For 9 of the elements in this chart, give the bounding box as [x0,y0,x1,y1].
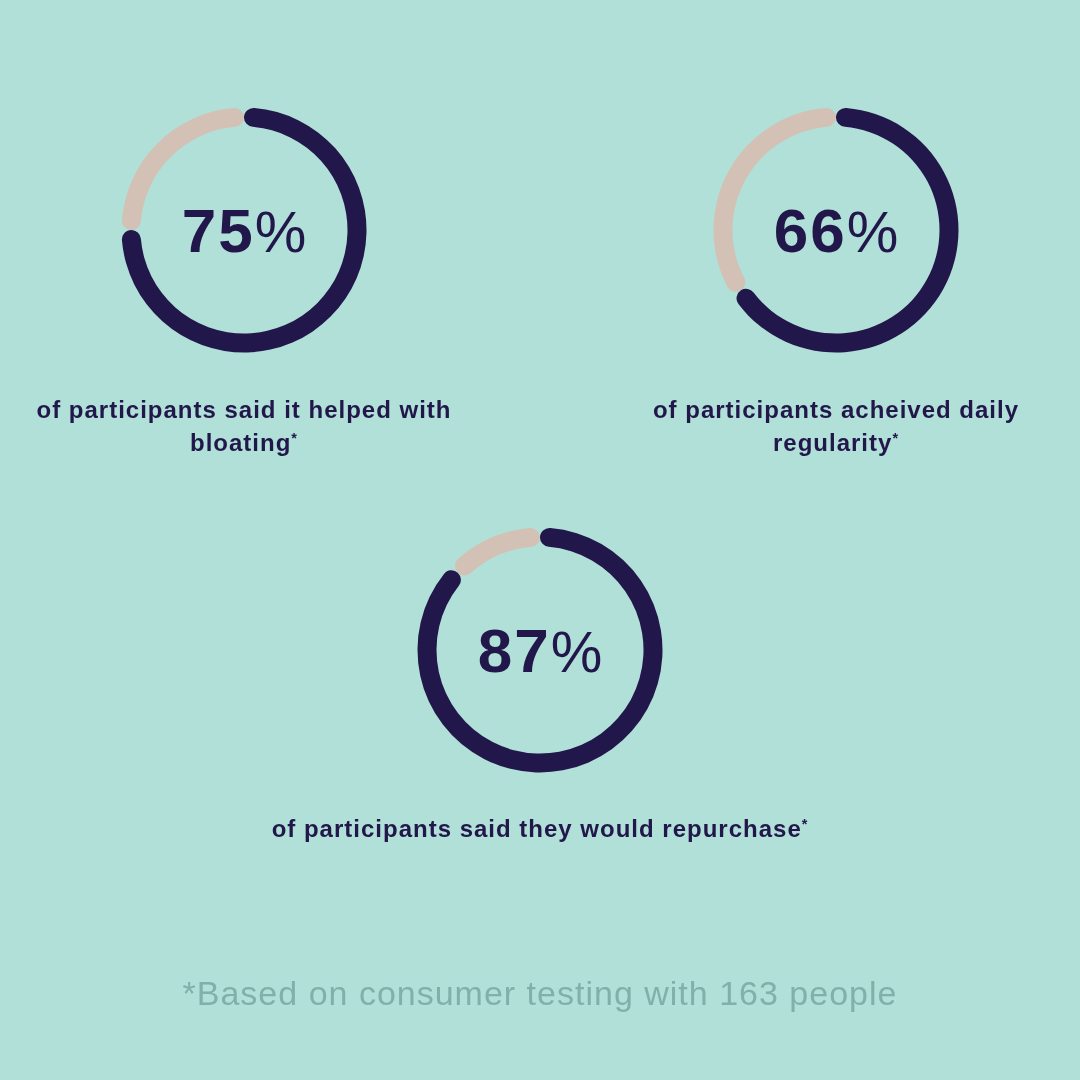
data-label: 75% [181,196,307,265]
text: of participants said it helped with bloating$^{*}$ [36,396,452,456]
data-label: 87% [477,616,603,685]
text: of participants acheived daily regularity$^{*}$ [652,396,1020,456]
donut-slice [121,107,367,353]
donut-slice [454,527,540,576]
donut-slice [417,527,663,773]
text: of participants said they would repurchase$^{*}$ [271,815,809,842]
data-label: 66% [773,196,899,265]
